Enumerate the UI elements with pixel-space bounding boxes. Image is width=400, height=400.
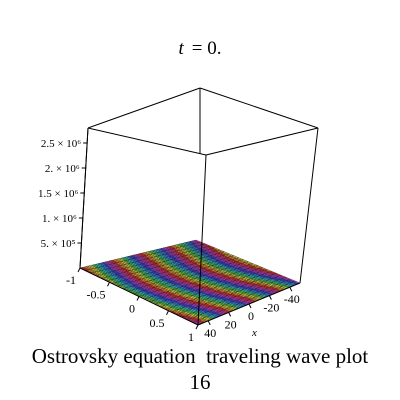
x-tick-label: -20 bbox=[263, 301, 279, 315]
z-tick-label: 2.5 × 10⁶ bbox=[41, 138, 81, 150]
x-tick-mark bbox=[207, 320, 211, 326]
box-back bbox=[87, 87, 319, 154]
x-tick-label: -40 bbox=[284, 292, 300, 306]
y-tick-label: -1 bbox=[66, 273, 76, 287]
x-axis-label: x bbox=[251, 327, 257, 339]
caption-line-2: 16 bbox=[189, 370, 211, 394]
x-tick-mark bbox=[268, 295, 272, 300]
y-tick-mark bbox=[136, 296, 140, 301]
x-tick-mark bbox=[289, 286, 293, 292]
y-tick-label: -0.5 bbox=[87, 287, 106, 301]
z-tick-label: 2. × 10⁶ bbox=[45, 163, 80, 175]
x-tick-label: 20 bbox=[225, 317, 237, 331]
plot-title: t = 0. bbox=[179, 38, 222, 59]
caption-line-1: Ostrovsky equation traveling wave plot bbox=[31, 344, 369, 368]
y-tick-label: 0 bbox=[129, 302, 135, 316]
box-front bbox=[79, 127, 319, 326]
z-tick-label: 5. × 10⁵ bbox=[41, 238, 76, 250]
y-tick-mark bbox=[195, 324, 199, 330]
surface bbox=[79, 239, 301, 326]
y-tick-mark bbox=[166, 310, 169, 315]
x-tick-label: 40 bbox=[204, 326, 216, 340]
y-ticks: -1 -0.5 0 0.5 1 bbox=[66, 267, 199, 344]
z-tick-label: 1.5 × 10⁶ bbox=[38, 188, 78, 200]
y-tick-mark bbox=[77, 267, 81, 273]
x-ticks: 40 20 0 -20 -40 bbox=[204, 286, 300, 340]
z-axis-line bbox=[79, 127, 89, 269]
z-tick-label: 1. × 10⁶ bbox=[42, 213, 77, 225]
y-tick-mark bbox=[107, 282, 110, 287]
z-ticks: 5. × 10⁵ 1. × 10⁶ 1.5 × 10⁶ 2. × 10⁶ 2.5 × 1… bbox=[38, 138, 88, 250]
y-tick-label: 0.5 bbox=[150, 316, 165, 330]
x-tick-label: 0 bbox=[248, 309, 254, 323]
x-tick-mark bbox=[228, 312, 232, 317]
x-tick-mark bbox=[248, 303, 252, 309]
y-tick-label: 1 bbox=[188, 330, 194, 344]
